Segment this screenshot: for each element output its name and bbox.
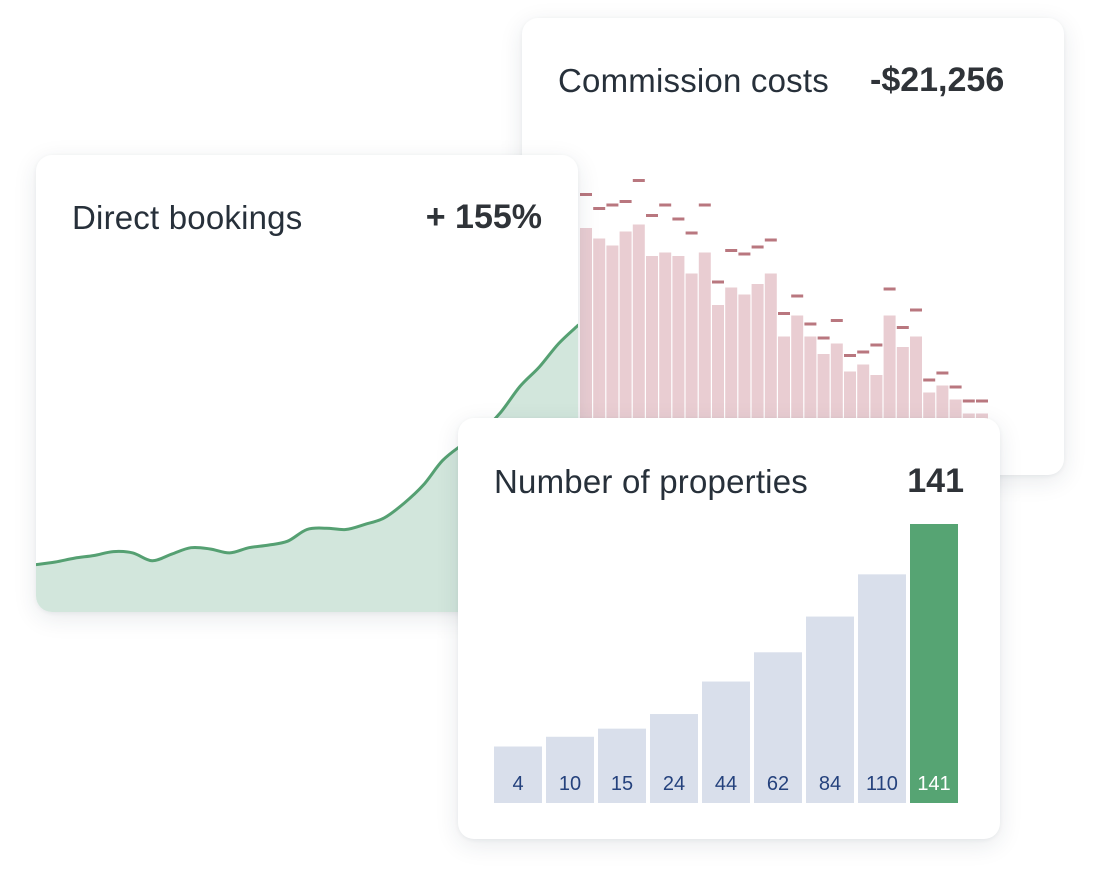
- properties-bar: [910, 524, 958, 803]
- commission-marker: [778, 312, 790, 315]
- commission-bar: [712, 305, 724, 438]
- commission-marker: [712, 280, 724, 284]
- commission-bar: [580, 228, 592, 438]
- properties-bar-label: 84: [819, 773, 841, 795]
- commission-marker: [593, 207, 606, 210]
- properties-bar: [650, 714, 698, 803]
- commission-bar: [606, 245, 619, 438]
- properties-bar: [858, 574, 906, 803]
- properties-bar-label: 4: [512, 773, 523, 795]
- number-of-properties-card: Number of properties 141 4 10 15 24 44 62 84 11…: [458, 418, 1000, 839]
- commission-marker: [844, 354, 856, 357]
- commission-marker: [725, 249, 738, 252]
- commission-marker: [698, 203, 711, 207]
- properties-bar-label: 15: [611, 773, 633, 795]
- direct-bookings-title: Direct bookings: [72, 199, 303, 236]
- commission-bar: [910, 336, 922, 438]
- number-of-properties-title: Number of properties: [494, 463, 808, 500]
- commission-marker: [870, 343, 883, 347]
- commission-marker: [830, 319, 843, 322]
- properties-bar: [546, 736, 594, 803]
- commission-bar: [725, 287, 738, 438]
- commission-marker: [580, 193, 592, 196]
- commission-costs-value: -$21,256: [870, 61, 1005, 99]
- commission-marker: [764, 238, 777, 242]
- commission-bar: [672, 256, 685, 438]
- direct-bookings-area: [36, 325, 578, 612]
- properties-bar: [598, 728, 646, 803]
- commission-bar: [685, 273, 698, 438]
- commission-marker: [936, 371, 949, 375]
- commission-bar: [791, 315, 804, 438]
- properties-bar-label: 110: [866, 773, 898, 795]
- commission-bar: [646, 256, 658, 438]
- commission-costs-title: Commission costs: [558, 62, 829, 99]
- commission-marker: [791, 294, 804, 298]
- commission-bar: [830, 343, 843, 438]
- commission-bar: [619, 231, 632, 438]
- properties-bar: [754, 652, 802, 803]
- commission-marker: [857, 350, 870, 354]
- commission-marker: [949, 385, 962, 389]
- commission-bar: [632, 224, 645, 438]
- commission-marker: [606, 203, 619, 207]
- commission-bar: [804, 336, 817, 438]
- commission-bar: [751, 284, 764, 438]
- commission-marker: [659, 203, 672, 207]
- properties-bar: [702, 681, 750, 803]
- commission-bar: [659, 252, 672, 438]
- properties-bar: [806, 616, 854, 803]
- commission-marker: [685, 231, 698, 235]
- properties-bar-label: 44: [715, 773, 737, 795]
- commission-bar: [896, 347, 909, 438]
- commission-costs-card: Commission costs -$21,256: [522, 18, 1064, 475]
- commission-bar-chart: [580, 179, 988, 438]
- commission-marker: [632, 179, 645, 182]
- commission-bar: [764, 273, 777, 438]
- commission-marker: [646, 214, 658, 217]
- properties-bar-chart: 4 10 15 24 44 62 84 110 141: [494, 524, 958, 803]
- commission-bar: [778, 336, 790, 438]
- commission-marker: [804, 322, 817, 326]
- properties-bar-label: 10: [559, 773, 581, 795]
- direct-bookings-value: + 155%: [425, 198, 542, 236]
- commission-marker: [817, 336, 830, 340]
- commission-marker: [672, 217, 685, 221]
- commission-marker: [896, 326, 909, 329]
- commission-marker: [619, 200, 632, 203]
- properties-bar-label: 24: [663, 773, 685, 795]
- commission-bar: [698, 252, 711, 438]
- properties-bar-label: 141: [917, 773, 950, 795]
- commission-bar: [738, 294, 751, 438]
- commission-marker: [962, 399, 975, 403]
- properties-bar: [494, 746, 542, 803]
- commission-marker: [923, 378, 936, 382]
- commission-marker: [751, 245, 764, 249]
- commission-bar: [593, 238, 606, 438]
- number-of-properties-value: 141: [907, 462, 964, 500]
- commission-bar: [817, 354, 830, 438]
- commission-marker: [883, 287, 896, 291]
- commission-marker: [910, 308, 922, 312]
- commission-bar: [883, 315, 896, 438]
- properties-bar-label: 62: [767, 773, 789, 795]
- commission-marker: [976, 399, 988, 403]
- commission-marker: [738, 252, 751, 256]
